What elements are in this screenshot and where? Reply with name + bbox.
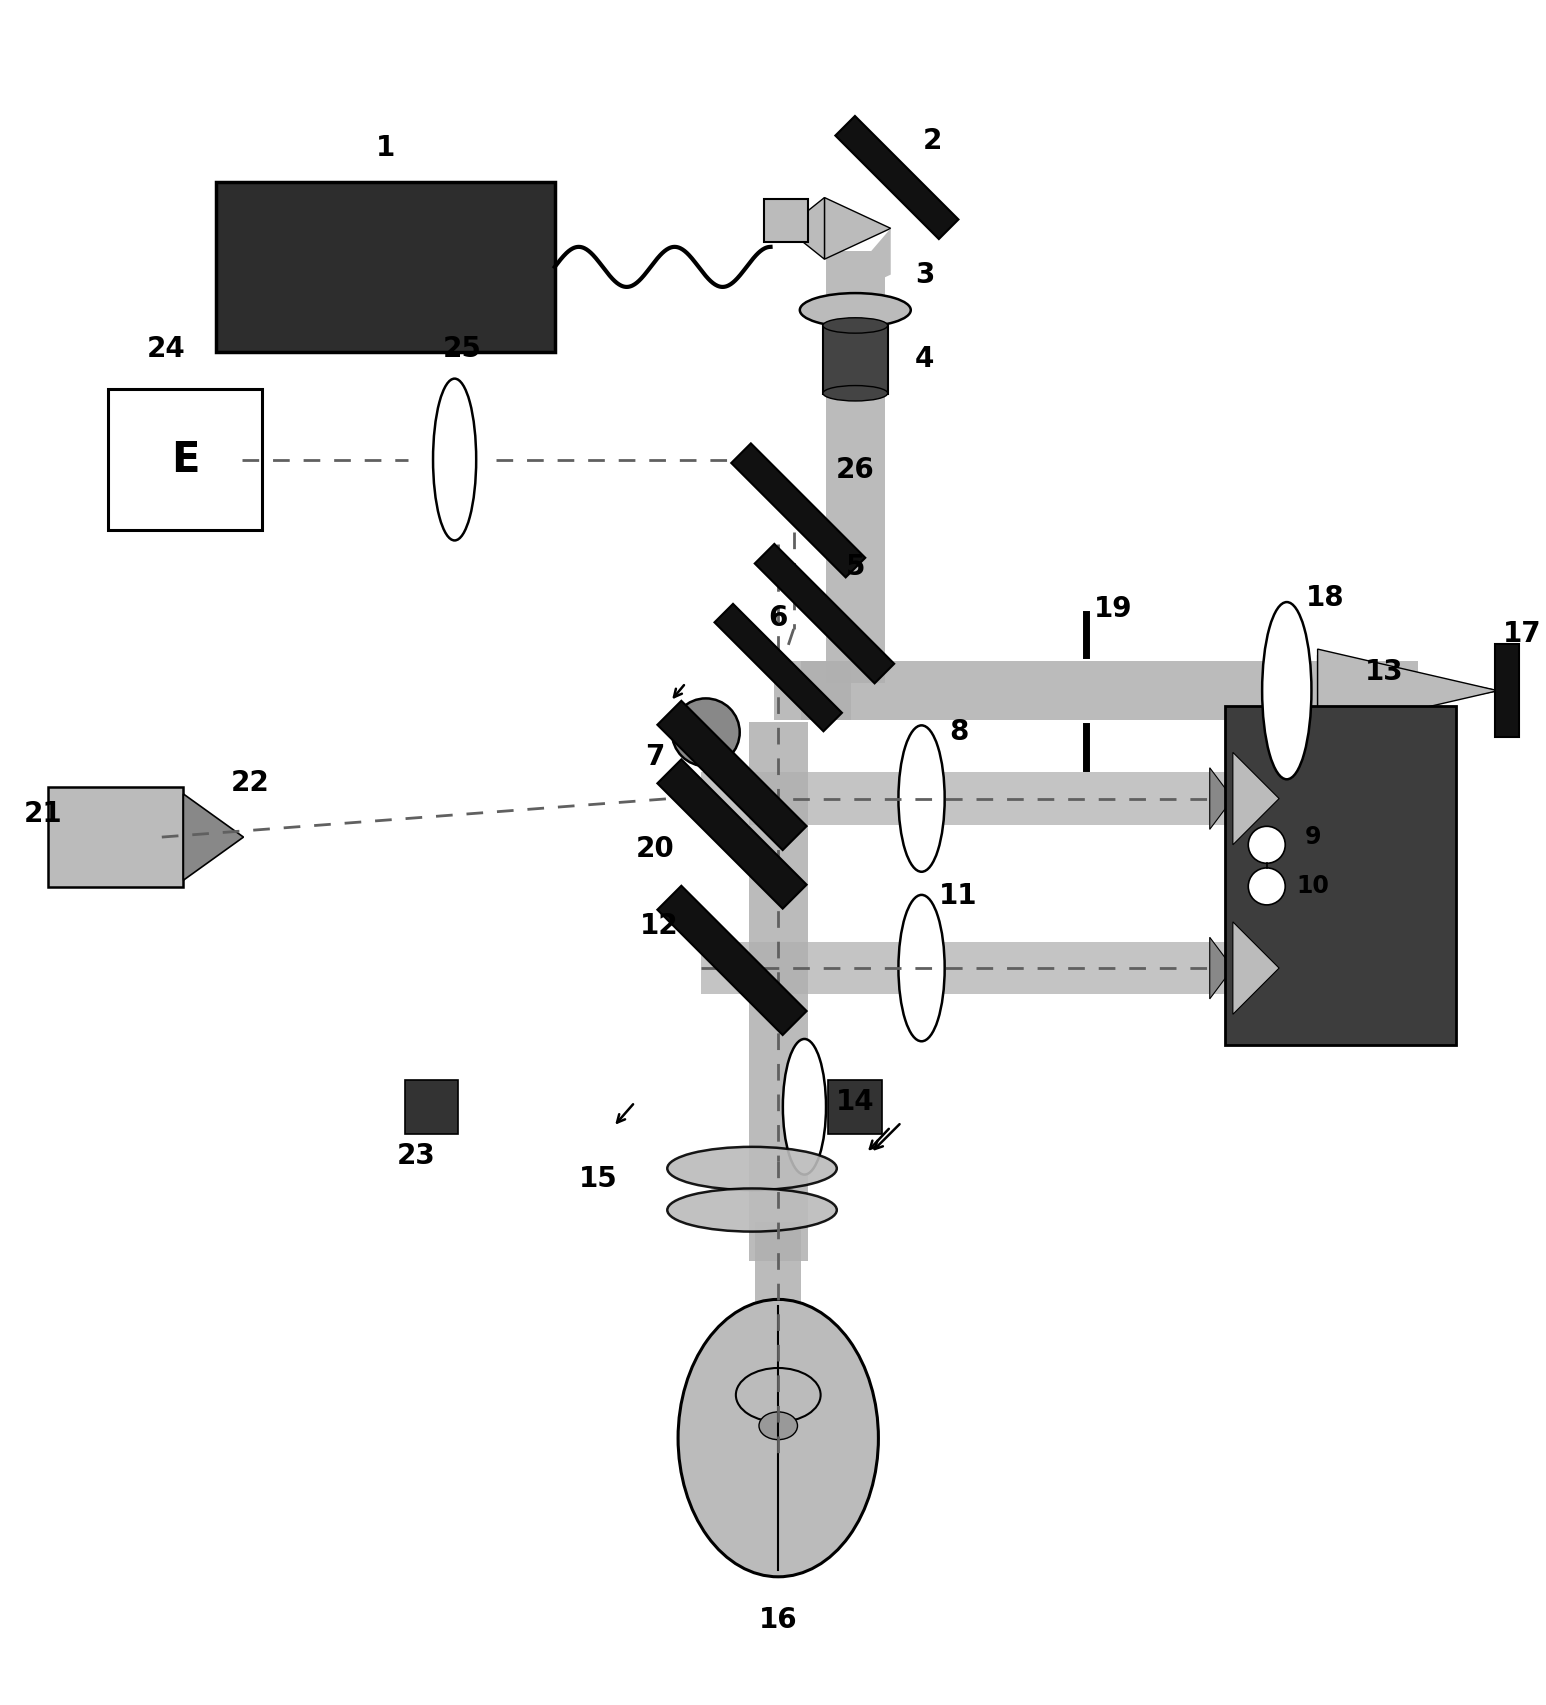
Text: 11: 11 bbox=[940, 881, 977, 910]
Text: 25: 25 bbox=[442, 334, 482, 363]
Ellipse shape bbox=[898, 895, 945, 1042]
Bar bbox=[748, 721, 807, 1262]
Text: 15: 15 bbox=[578, 1165, 617, 1194]
Text: 3: 3 bbox=[915, 261, 934, 288]
Text: 20: 20 bbox=[635, 835, 674, 863]
Text: 22: 22 bbox=[230, 769, 269, 798]
Bar bbox=[108, 389, 261, 530]
Ellipse shape bbox=[822, 317, 887, 332]
Text: 5: 5 bbox=[846, 554, 866, 581]
Polygon shape bbox=[1209, 938, 1232, 999]
Bar bbox=[764, 199, 807, 242]
Ellipse shape bbox=[822, 385, 887, 401]
Bar bbox=[826, 251, 884, 684]
Bar bbox=[657, 759, 807, 909]
Text: 26: 26 bbox=[836, 457, 875, 484]
Bar bbox=[405, 1079, 459, 1134]
Ellipse shape bbox=[782, 1038, 826, 1175]
Bar bbox=[801, 662, 1418, 720]
Ellipse shape bbox=[668, 1147, 836, 1190]
Text: 10: 10 bbox=[1297, 875, 1330, 899]
Polygon shape bbox=[184, 795, 243, 880]
Bar bbox=[657, 701, 807, 851]
Text: 9: 9 bbox=[1305, 825, 1322, 849]
Bar bbox=[714, 604, 843, 731]
Circle shape bbox=[1248, 868, 1285, 905]
Text: 8: 8 bbox=[949, 718, 968, 747]
Text: 24: 24 bbox=[147, 334, 186, 363]
Bar bbox=[702, 772, 1364, 825]
Polygon shape bbox=[1232, 922, 1279, 1014]
Ellipse shape bbox=[668, 1188, 836, 1231]
Bar bbox=[1224, 706, 1456, 1045]
Bar bbox=[216, 182, 555, 351]
Polygon shape bbox=[1317, 650, 1498, 731]
Bar bbox=[773, 662, 850, 720]
Ellipse shape bbox=[898, 725, 945, 871]
Text: 12: 12 bbox=[640, 912, 679, 941]
Bar bbox=[657, 885, 807, 1035]
Text: 7: 7 bbox=[645, 743, 665, 771]
Text: 14: 14 bbox=[836, 1088, 875, 1117]
Text: 19: 19 bbox=[1093, 595, 1132, 622]
Ellipse shape bbox=[759, 1412, 798, 1439]
Text: E: E bbox=[170, 438, 199, 481]
Text: 17: 17 bbox=[1503, 619, 1541, 648]
Bar bbox=[835, 116, 959, 239]
Bar bbox=[754, 544, 894, 684]
Polygon shape bbox=[785, 198, 824, 259]
Circle shape bbox=[1248, 827, 1285, 863]
Text: 13: 13 bbox=[1365, 658, 1404, 685]
Bar bbox=[822, 324, 887, 394]
Circle shape bbox=[673, 699, 739, 766]
Text: 2: 2 bbox=[923, 126, 942, 155]
Bar bbox=[829, 1079, 883, 1134]
Bar bbox=[731, 443, 866, 578]
Text: 18: 18 bbox=[1306, 585, 1345, 612]
Text: 4: 4 bbox=[915, 346, 934, 373]
Ellipse shape bbox=[736, 1367, 821, 1422]
Ellipse shape bbox=[799, 293, 911, 327]
Polygon shape bbox=[1317, 655, 1498, 726]
Polygon shape bbox=[1232, 752, 1279, 844]
Ellipse shape bbox=[1262, 602, 1311, 779]
Ellipse shape bbox=[679, 1299, 878, 1577]
Ellipse shape bbox=[433, 379, 476, 540]
Bar bbox=[702, 941, 1364, 994]
Text: 16: 16 bbox=[759, 1606, 798, 1633]
Polygon shape bbox=[824, 198, 890, 259]
Bar bbox=[754, 1222, 801, 1470]
Bar bbox=[1495, 644, 1520, 737]
Text: 21: 21 bbox=[23, 800, 62, 829]
Bar bbox=[48, 788, 184, 887]
Text: 6: 6 bbox=[768, 604, 788, 633]
Polygon shape bbox=[824, 228, 890, 305]
Text: 1: 1 bbox=[376, 135, 394, 162]
Polygon shape bbox=[1209, 767, 1232, 829]
Text: 23: 23 bbox=[397, 1142, 436, 1170]
